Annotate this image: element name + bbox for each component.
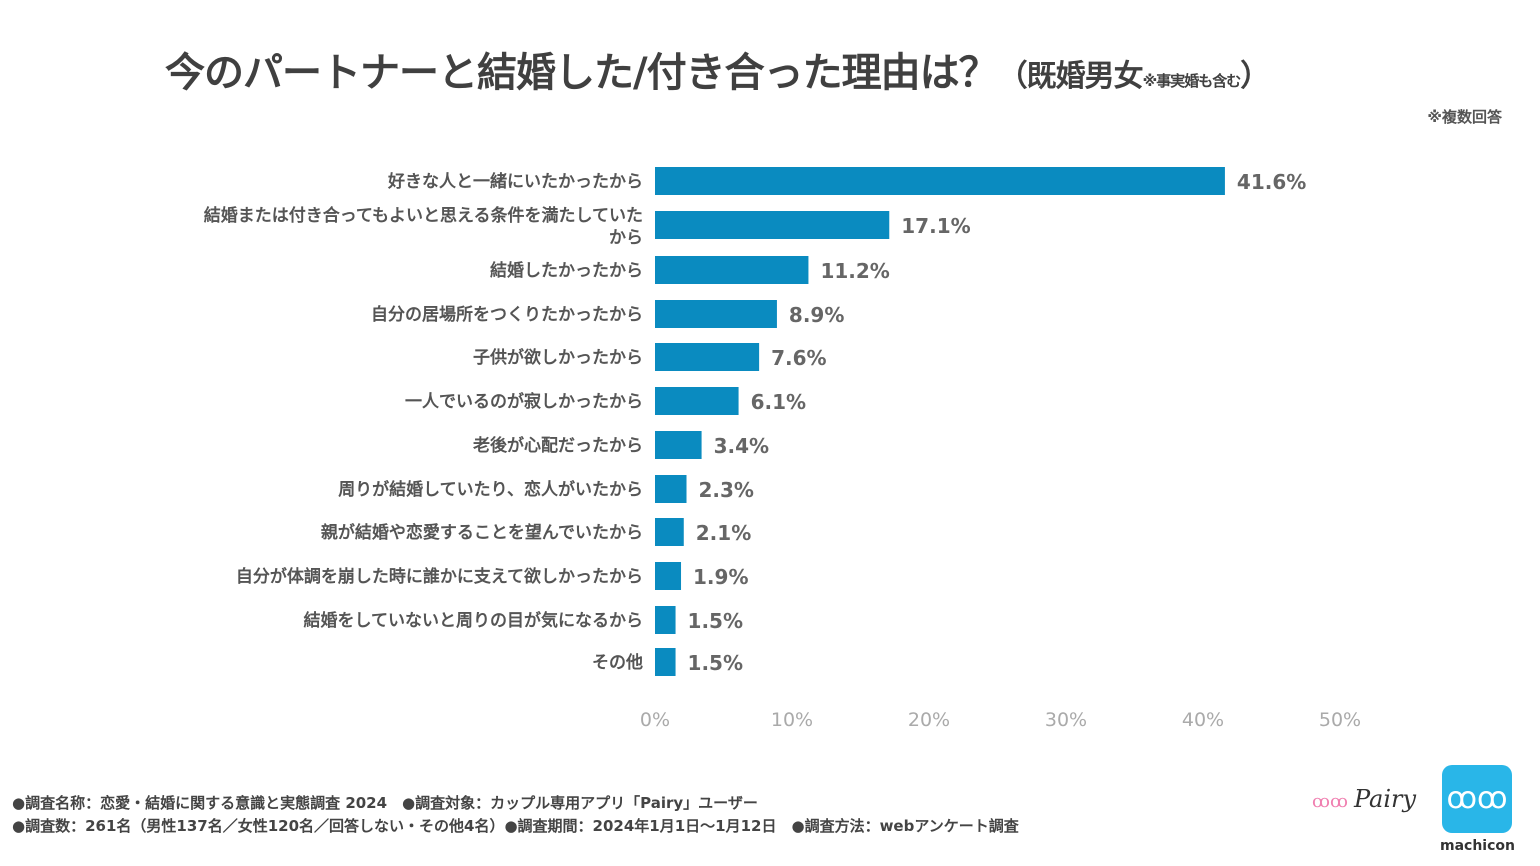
data-label: 7.6% (771, 346, 826, 370)
chart-title: 今のパートナーと結婚した/付き合った理由は？（既婚男女※事実婚も含む） (165, 40, 1270, 98)
footer-line-2: ●調査数：261名（男性137名／女性120名／回答しない・その他4名）●調査期… (12, 817, 1019, 835)
category-label: 結婚または付き合ってもよいと思える条件を満たしていたから (204, 205, 643, 248)
x-tick-label: 10% (771, 709, 813, 731)
data-label: 2.1% (696, 521, 751, 545)
data-label: 1.5% (688, 651, 743, 675)
title-sub: （既婚男女 (997, 59, 1144, 94)
data-label: 3.4% (714, 434, 769, 458)
data-label: 11.2% (820, 259, 889, 283)
x-tick-label: 40% (1182, 709, 1224, 731)
bar-chart: 41.6% 好きな人と一緒にいたかったから 17.1% 結婚または付き合ってもよいと思… (204, 167, 1361, 731)
multiple-answer-note: ※複数回答 (1427, 108, 1502, 126)
bar (655, 300, 777, 328)
pairy-logo: ꝏꝏ Pairy (1312, 785, 1416, 813)
bar (655, 343, 760, 371)
title-close: ） (1240, 59, 1270, 94)
x-tick-label: 30% (1045, 709, 1087, 731)
bar (655, 475, 687, 503)
category-label: 親が結婚や恋愛することを望んでいたから (321, 522, 643, 543)
category-label: 自分の居場所をつくりたかったから (371, 304, 643, 325)
category-label: 子供が欲しかったから (473, 347, 643, 368)
x-tick-label: 20% (908, 709, 950, 731)
bar (655, 562, 682, 590)
data-label: 2.3% (699, 478, 754, 502)
bar (655, 431, 702, 459)
category-label: その他 (592, 652, 643, 673)
data-label: 1.9% (693, 565, 748, 589)
bar (655, 256, 809, 284)
category-label: 自分が体調を崩した時に誰かに支えて欲しかったから (236, 566, 643, 587)
footer-line-1: ●調査名称：恋愛・結婚に関する意識と実態調査 2024 ●調査対象：カップル専用… (12, 794, 758, 812)
title-main: 今のパートナーと結婚した/付き合った理由は？ (165, 50, 999, 96)
bar (655, 167, 1225, 195)
category-label: 老後が心配だったから (472, 435, 643, 456)
data-label: 6.1% (751, 390, 806, 414)
bar (655, 648, 676, 676)
data-label: 8.9% (789, 303, 844, 327)
coil-icon: ꝏꝏ (1312, 791, 1348, 812)
data-label: 17.1% (901, 214, 970, 238)
machicon-logo-icon: ꝏꝏ (1442, 765, 1512, 833)
machicon-logo-text: machicon (1440, 838, 1515, 854)
data-label: 41.6% (1237, 170, 1306, 194)
category-label: 好きな人と一緒にいたかったから (387, 171, 643, 192)
x-tick-label: 50% (1319, 709, 1361, 731)
bar (655, 211, 890, 239)
bar (655, 387, 739, 415)
category-label: 周りが結婚していたり、恋人がいたから (338, 479, 643, 500)
category-label: 一人でいるのが寂しかったから (405, 391, 643, 412)
category-label: 結婚をしていないと周りの目が気になるから (304, 610, 644, 631)
x-tick-label: 0% (640, 709, 670, 731)
category-label: 結婚したかったから (490, 260, 643, 281)
bar (655, 606, 676, 634)
pairy-logo-text: Pairy (1353, 785, 1417, 813)
title-note: ※事実婚も含む (1142, 72, 1242, 90)
bar (655, 518, 684, 546)
data-label: 1.5% (688, 609, 743, 633)
